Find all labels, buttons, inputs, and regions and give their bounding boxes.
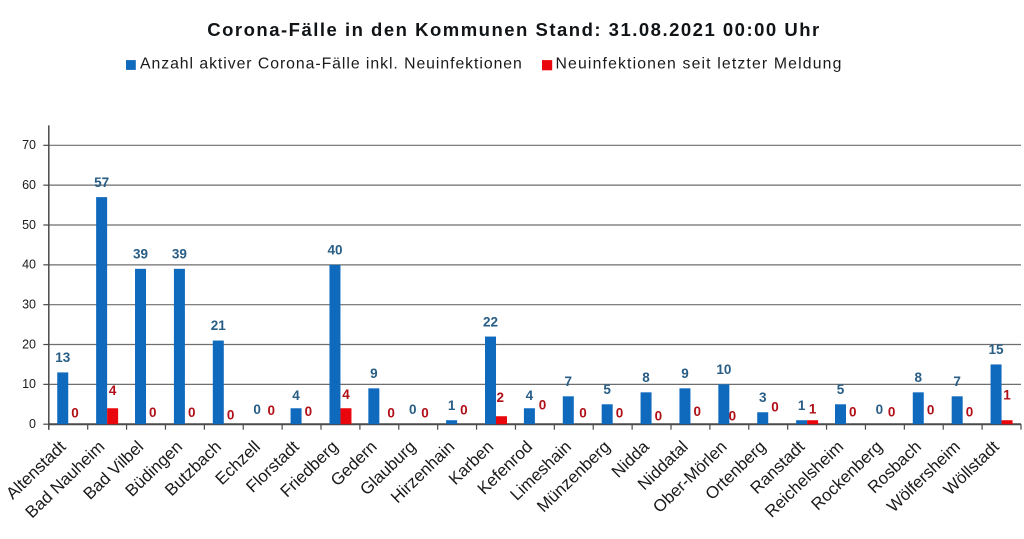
svg-text:9: 9	[370, 366, 378, 381]
svg-text:0: 0	[149, 405, 157, 420]
svg-text:Corona-Fälle in den Kommunen S: Corona-Fälle in den Kommunen Stand: 31.0…	[207, 19, 820, 40]
svg-text:4: 4	[292, 388, 300, 403]
svg-text:0: 0	[409, 402, 417, 417]
svg-text:1: 1	[1003, 387, 1011, 402]
svg-text:21: 21	[211, 318, 227, 333]
svg-text:4: 4	[109, 383, 117, 398]
svg-text:0: 0	[188, 405, 196, 420]
svg-text:Neuinfektionen seit letzter Me: Neuinfektionen seit letzter Meldung	[556, 56, 843, 73]
svg-text:0: 0	[71, 406, 79, 421]
svg-text:4: 4	[526, 388, 534, 403]
svg-text:0: 0	[876, 402, 884, 417]
svg-text:1: 1	[448, 398, 456, 413]
svg-text:0: 0	[253, 402, 261, 417]
svg-text:50: 50	[22, 218, 36, 232]
svg-text:5: 5	[837, 382, 845, 397]
svg-text:7: 7	[953, 374, 961, 389]
svg-text:0: 0	[655, 409, 663, 424]
svg-text:0: 0	[227, 408, 235, 423]
svg-text:0: 0	[771, 400, 779, 415]
svg-text:0: 0	[849, 405, 857, 420]
svg-text:0: 0	[927, 403, 935, 418]
svg-text:39: 39	[133, 247, 148, 262]
svg-text:40: 40	[327, 243, 342, 258]
svg-text:40: 40	[22, 258, 36, 272]
svg-text:0: 0	[693, 404, 701, 419]
svg-text:13: 13	[55, 350, 71, 365]
svg-text:0: 0	[539, 398, 547, 413]
svg-text:10: 10	[22, 377, 36, 391]
svg-text:15: 15	[989, 342, 1005, 357]
svg-text:4: 4	[342, 387, 350, 402]
svg-text:0: 0	[460, 403, 468, 418]
svg-text:5: 5	[603, 382, 611, 397]
svg-text:Anzahl aktiver Corona-Fälle in: Anzahl aktiver Corona-Fälle inkl. Neuinf…	[140, 56, 523, 73]
svg-text:0: 0	[579, 406, 587, 421]
svg-text:57: 57	[94, 175, 109, 190]
svg-text:60: 60	[22, 178, 36, 192]
svg-text:0: 0	[387, 406, 395, 421]
svg-text:9: 9	[681, 366, 689, 381]
svg-text:1: 1	[798, 398, 806, 413]
svg-text:7: 7	[565, 374, 573, 389]
svg-text:8: 8	[915, 370, 923, 385]
svg-text:10: 10	[716, 362, 731, 377]
svg-text:22: 22	[483, 314, 498, 329]
svg-text:0: 0	[888, 405, 896, 420]
svg-text:3: 3	[759, 390, 767, 405]
svg-text:0: 0	[616, 406, 624, 421]
svg-text:70: 70	[22, 138, 36, 152]
svg-text:0: 0	[29, 417, 36, 431]
svg-text:0: 0	[729, 409, 737, 424]
svg-text:0: 0	[267, 403, 275, 418]
svg-text:20: 20	[22, 337, 36, 351]
svg-text:0: 0	[966, 405, 974, 420]
svg-text:0: 0	[421, 406, 429, 421]
svg-text:39: 39	[172, 247, 187, 262]
svg-text:30: 30	[22, 297, 36, 311]
svg-text:2: 2	[496, 390, 504, 405]
svg-text:0: 0	[305, 404, 313, 419]
svg-text:1: 1	[809, 402, 817, 417]
svg-text:8: 8	[642, 370, 650, 385]
